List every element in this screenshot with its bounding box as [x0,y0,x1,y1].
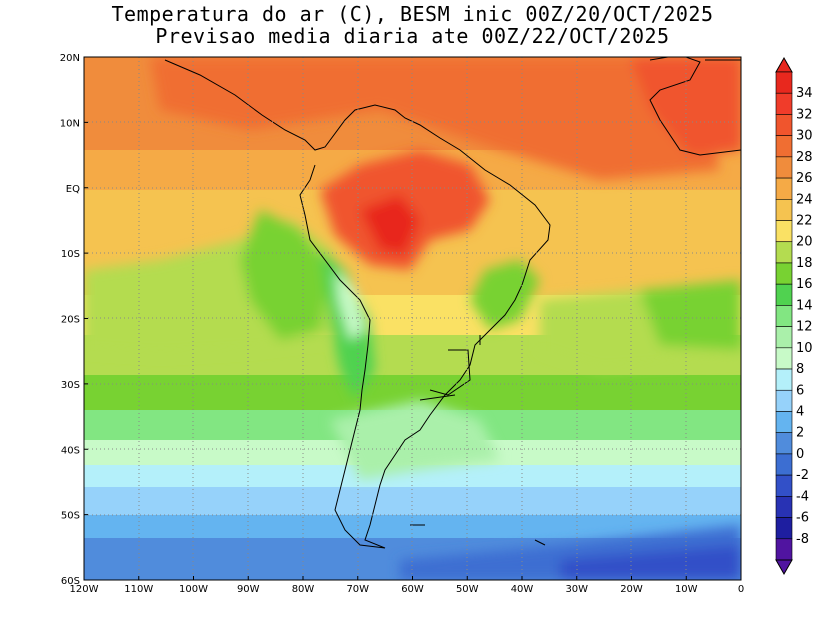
colorbar-max-arrow [775,56,793,73]
longitude-ticks: 120W 110W 100W 90W 80W 70W 60W 50W 40W 30W 20W 10W 0 [70,576,744,595]
lon-tick-label: 90W [237,584,260,595]
lat-tick-label: 40S [61,445,80,456]
colorbar-swatch [775,411,793,433]
lon-tick-label: 70W [346,584,369,595]
coastline [164,57,741,549]
colorbar-swatch [775,496,793,518]
colorbar-label: 8 [796,362,804,377]
colorbar-label: 0 [796,447,804,462]
colorbar-label: 2 [796,426,804,441]
colorbar-swatch [775,432,793,455]
colorbar-label: -6 [796,511,809,526]
colorbar-swatch [775,389,793,412]
colorbar-min-arrow [775,559,793,576]
colorbar-swatch [775,517,793,540]
colorbar-label: 16 [796,277,813,292]
colorbar-label: -8 [796,532,809,547]
colorbar-label: 10 [796,341,813,356]
map-title-line2: Previsao media diaria ate 00Z/22/OCT/202… [155,24,670,48]
colorbar-label: 34 [796,86,813,101]
lon-tick-label: 80W [292,584,315,595]
temperature-field [84,57,741,580]
colorbar-swatch [775,92,793,115]
colorbar-label: -4 [796,489,809,504]
colorbar-swatch [775,326,793,349]
colorbar-label: -2 [796,468,809,483]
colorbar-swatch [775,114,793,136]
colorbar-swatch [775,71,793,94]
colorbar-swatch [775,262,793,285]
colorbar-label: 22 [796,214,813,229]
colorbar-label: 20 [796,235,813,250]
colorbar-label: 12 [796,320,813,335]
colorbar-swatch [775,347,793,370]
lon-tick-label: 20W [620,584,643,595]
colorbar-swatch [775,305,793,327]
colorbar-swatch [775,199,793,221]
lat-tick-label: EQ [66,184,80,195]
lat-tick-label: 60S [61,576,80,587]
lon-tick-label: 100W [179,584,208,595]
colorbar-label: 24 [796,192,813,207]
map-title-line1: Temperatura do ar (C), BESM inic 00Z/20/… [111,2,714,26]
colorbar-label: 4 [796,404,804,419]
colorbar-swatch [775,241,793,264]
lon-tick-label: 60W [401,584,424,595]
colorbar-swatch [775,283,793,306]
lat-tick-label: 30S [61,380,80,391]
lat-tick-label: 50S [61,511,80,522]
graticule [84,57,741,580]
lat-tick-label: 10S [61,249,80,260]
lat-tick-label: 20N [60,53,80,64]
lon-tick-label: 50W [456,584,479,595]
lat-tick-label: 20S [61,315,80,326]
colorbar-label: 18 [796,256,813,271]
lon-tick-label: 0 [738,584,744,595]
colorbar-label: 14 [796,298,813,313]
colorbar-swatch [775,177,793,200]
colorbar-swatch [775,538,793,561]
lon-tick-label: 10W [675,584,698,595]
lon-tick-label: 110W [124,584,153,595]
colorbar-label: 6 [796,383,804,398]
lat-tick-label: 10N [60,118,80,129]
lon-tick-label: 40W [511,584,534,595]
colorbar-swatch [775,220,793,243]
colorbar-swatch [775,135,793,158]
colorbar-label: 30 [796,129,813,144]
lon-tick-label: 30W [565,584,588,595]
colorbar-label: 28 [796,150,813,165]
latitude-ticks: 20N 10N EQ 10S 20S 30S 40S 50S 60S [60,53,88,587]
colorbar-label: 26 [796,171,813,186]
colorbar-swatch [775,156,793,179]
colorbar-swatch [775,453,793,476]
colorbar-swatch [775,368,793,391]
colorbar-label: 32 [796,107,813,122]
colorbar-swatch [775,474,793,497]
lon-tick-label: 120W [70,584,99,595]
